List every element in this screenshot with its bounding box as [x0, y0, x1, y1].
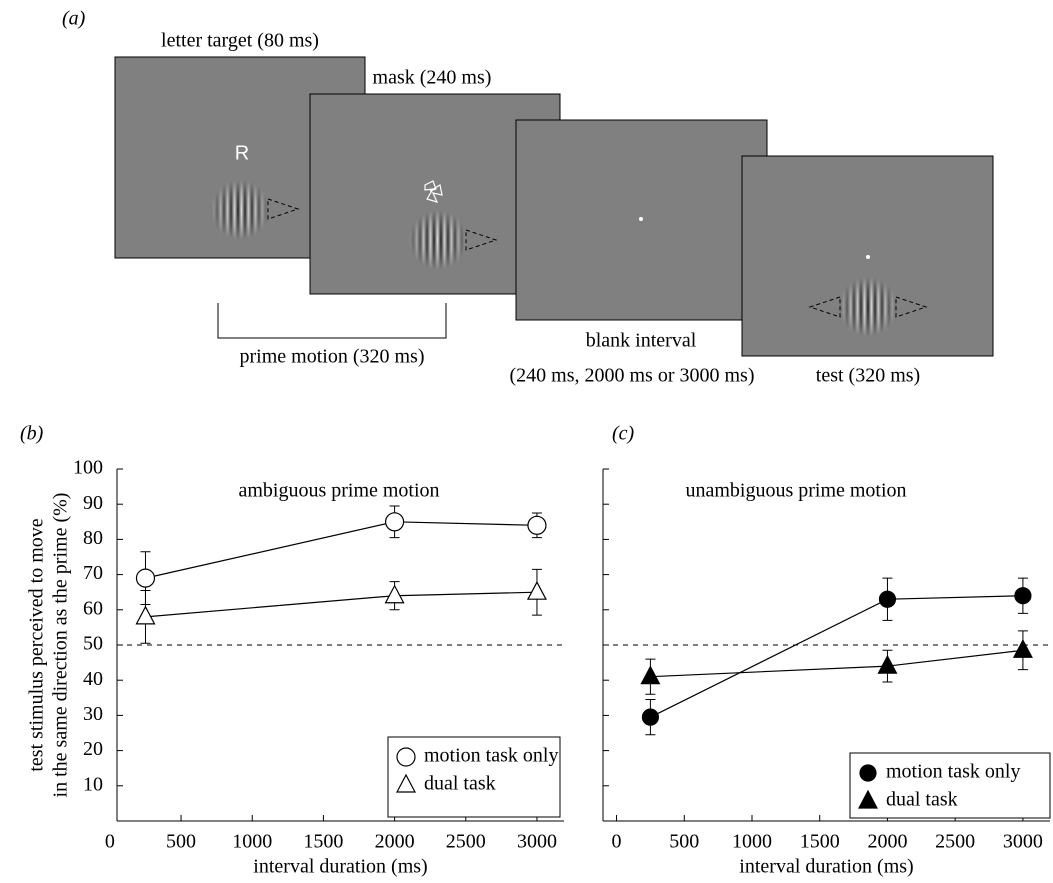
- point: [135, 568, 156, 588]
- letter: R: [235, 142, 249, 164]
- point: [135, 605, 156, 625]
- y-tick-label: 70: [83, 562, 103, 584]
- y-tick-label: 20: [83, 738, 103, 760]
- point: [878, 590, 897, 608]
- y-tick-label: 80: [83, 527, 103, 549]
- series-line: [650, 649, 1023, 678]
- x-tick-label: 500: [166, 831, 196, 853]
- x-tick-label: 2000: [867, 831, 907, 853]
- frame-label: (240 ms, 2000 ms or 3000 ms): [510, 365, 755, 387]
- x-tick-label: 0: [105, 831, 115, 853]
- y-tick-label: 100: [73, 457, 103, 479]
- legend: [387, 736, 561, 818]
- grating: [408, 210, 468, 270]
- x-tick-label: 1500: [303, 831, 343, 853]
- y-axis-label: in the same direction as the prime (%): [50, 493, 72, 798]
- point: [1014, 587, 1032, 605]
- y-tick-label: 60: [83, 597, 103, 619]
- point: [526, 580, 547, 600]
- panel-label: (a): [62, 8, 86, 30]
- y-tick-label: 40: [83, 668, 103, 690]
- point: [384, 512, 405, 532]
- x-tick-label: 3000: [1003, 831, 1043, 853]
- frame-label: mask (240 ms): [373, 67, 492, 89]
- chart-title: unambiguous prime motion: [685, 480, 906, 502]
- panel-label: (c): [612, 423, 635, 445]
- x-tick-label: 2500: [446, 831, 486, 853]
- legend-label: motion task only: [886, 761, 1020, 783]
- chart-title: ambiguous prime motion: [238, 480, 439, 502]
- arrow: [465, 229, 498, 251]
- point: [640, 665, 661, 685]
- arrow: [267, 198, 300, 220]
- bracket: [217, 303, 447, 339]
- y-axis-label: test stimulus perceived to move: [26, 518, 48, 771]
- x-tick-label: 1000: [232, 831, 272, 853]
- x-tick-label: 1500: [800, 831, 840, 853]
- point: [641, 708, 660, 726]
- frame-label: test (320 ms): [816, 365, 920, 387]
- frame-label: letter target (80 ms): [161, 30, 319, 52]
- point: [877, 654, 898, 674]
- bracket-label: prime motion (320 ms): [240, 346, 425, 368]
- x-tick-label: 3000: [517, 831, 557, 853]
- arrow: [808, 296, 841, 318]
- series-line: [145, 591, 537, 618]
- mask-pattern: [424, 180, 443, 203]
- x-tick-label: 500: [669, 831, 699, 853]
- arrow: [895, 296, 928, 318]
- legend-label: dual task: [424, 773, 496, 795]
- legend-marker: [396, 747, 416, 767]
- series-line: [145, 521, 537, 579]
- legend-marker: [858, 789, 878, 809]
- grating: [210, 180, 270, 240]
- panel-label: (b): [20, 423, 44, 445]
- frame-label: blank interval: [586, 330, 697, 352]
- y-tick-label: 10: [83, 773, 103, 795]
- legend: [849, 752, 1051, 819]
- point: [1012, 638, 1033, 658]
- legend-marker: [396, 773, 416, 793]
- x-tick-label: 2500: [935, 831, 975, 853]
- x-axis-label: interval duration (ms): [739, 856, 913, 878]
- grating: [838, 277, 898, 337]
- x-axis-label: interval duration (ms): [253, 856, 427, 878]
- fixation: [639, 217, 643, 221]
- x-tick-label: 0: [612, 831, 622, 853]
- legend-label: dual task: [886, 789, 958, 811]
- point: [527, 515, 547, 535]
- fixation: [866, 255, 870, 259]
- y-tick-label: 50: [83, 633, 103, 655]
- x-tick-label: 1000: [732, 831, 772, 853]
- legend-marker: [859, 764, 877, 782]
- legend-label: motion task only: [424, 745, 558, 767]
- x-tick-label: 2000: [375, 831, 415, 853]
- point: [384, 584, 405, 604]
- y-tick-label: 30: [83, 703, 103, 725]
- y-tick-label: 90: [83, 492, 103, 514]
